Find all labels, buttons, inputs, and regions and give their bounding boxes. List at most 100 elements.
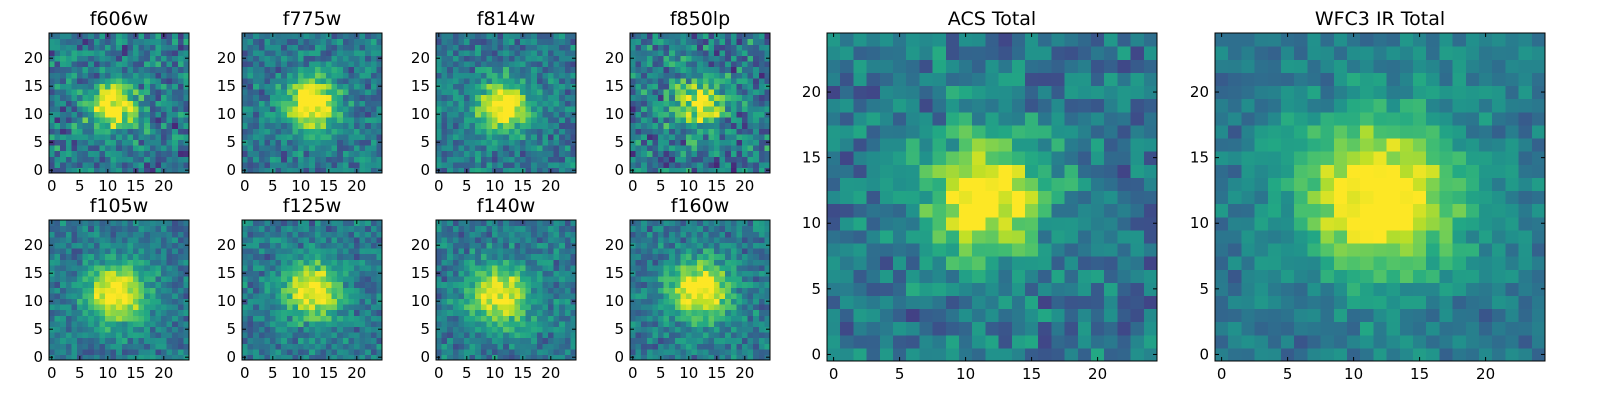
heatmap-cell (110, 66, 117, 73)
heatmap-cell (480, 117, 487, 124)
heatmap-cell (464, 225, 471, 232)
heatmap-cell (49, 292, 56, 299)
heatmap-cell (138, 77, 145, 84)
heatmap-cell (452, 83, 459, 90)
heatmap-cell (258, 259, 265, 266)
heatmap-cell (464, 61, 471, 68)
heatmap-cell (708, 292, 715, 299)
heatmap-cell (641, 117, 648, 124)
heatmap-cell (93, 77, 100, 84)
heatmap-cell (730, 122, 737, 129)
heatmap-cell (264, 326, 271, 333)
heatmap-cell (680, 38, 687, 45)
heatmap-cell (253, 89, 260, 96)
heatmap-cell (630, 100, 637, 107)
heatmap-cell (469, 309, 476, 316)
heatmap-cell (348, 156, 355, 163)
x-tick-label: 5 (268, 177, 278, 195)
heatmap-cell (337, 337, 344, 344)
heatmap-cell (354, 128, 361, 135)
heatmap-cell (155, 242, 162, 249)
heatmap-cell (559, 225, 566, 232)
heatmap-cell (314, 320, 321, 327)
heatmap-cell (314, 304, 321, 311)
heatmap-cell (166, 281, 173, 288)
heatmap-cell (669, 156, 676, 163)
heatmap-cell (747, 276, 754, 283)
heatmap-cell (497, 264, 504, 271)
heatmap-cell (105, 332, 112, 339)
heatmap-cell (564, 309, 571, 316)
heatmap-cell (758, 292, 765, 299)
heatmap-cell (536, 33, 543, 40)
heatmap-cell (144, 309, 151, 316)
heatmap-cell (559, 117, 566, 124)
heatmap-cell (730, 156, 737, 163)
x-tick-label: 10 (485, 364, 504, 382)
heatmap-cell (298, 61, 305, 68)
heatmap-cell (144, 38, 151, 45)
heatmap-cell (93, 304, 100, 311)
heatmap-cell (514, 111, 521, 118)
heatmap-cell (531, 298, 538, 305)
heatmap-cell (359, 264, 366, 271)
heatmap-cell (458, 242, 465, 249)
heatmap-cell (458, 220, 465, 227)
heatmap-cell (60, 225, 67, 232)
heatmap-cell (663, 38, 670, 45)
heatmap-cell (520, 105, 527, 112)
heatmap-cell (60, 287, 67, 294)
heatmap-cell (564, 105, 571, 112)
heatmap-cell (99, 354, 106, 361)
heatmap-cell (183, 33, 190, 40)
heatmap-cell (121, 220, 128, 227)
x-tick-label: 0 (434, 364, 444, 382)
heatmap-cell (138, 122, 145, 129)
heatmap-cell (183, 49, 190, 56)
heatmap-cell (365, 44, 372, 51)
heatmap-cell (281, 332, 288, 339)
heatmap-cell (314, 287, 321, 294)
y-tick-label: 0 (226, 161, 236, 179)
heatmap-cell (77, 259, 84, 266)
heatmap-cell (542, 309, 549, 316)
heatmap-cell (497, 259, 504, 266)
heatmap-cell (121, 231, 128, 238)
heatmap-cell (314, 44, 321, 51)
heatmap-cell (536, 55, 543, 62)
heatmap-cell (258, 44, 265, 51)
heatmap-cell (531, 167, 538, 174)
heatmap-cell (155, 309, 162, 316)
heatmap-cell (531, 111, 538, 118)
heatmap-cell (247, 61, 254, 68)
heatmap-cell (525, 150, 532, 157)
heatmap-cell (138, 89, 145, 96)
heatmap-cell (314, 145, 321, 152)
heatmap-cell (82, 281, 89, 288)
heatmap-cell (93, 354, 100, 361)
heatmap-cell (71, 61, 78, 68)
heatmap-cell (674, 89, 681, 96)
heatmap-cell (469, 270, 476, 277)
heatmap-cell (354, 292, 361, 299)
heatmap-cell (127, 259, 134, 266)
heatmap-cell (691, 139, 698, 146)
heatmap-cell (161, 236, 168, 243)
heatmap-cell (359, 133, 366, 140)
heatmap-cell (441, 332, 448, 339)
heatmap-cell (520, 83, 527, 90)
heatmap-cell (303, 225, 310, 232)
heatmap-cell (342, 298, 349, 305)
heatmap-cell (764, 309, 771, 316)
heatmap-cell (127, 332, 134, 339)
heatmap-cell (270, 309, 277, 316)
heatmap-cell (480, 83, 487, 90)
heatmap-cells (436, 33, 577, 174)
heatmap-cell (492, 100, 499, 107)
heatmap-cell (144, 270, 151, 277)
heatmap-cell (669, 292, 676, 299)
heatmap-cell (309, 128, 316, 135)
heatmap-cell (702, 33, 709, 40)
heatmap-cell (264, 309, 271, 316)
heatmap-cell (452, 332, 459, 339)
